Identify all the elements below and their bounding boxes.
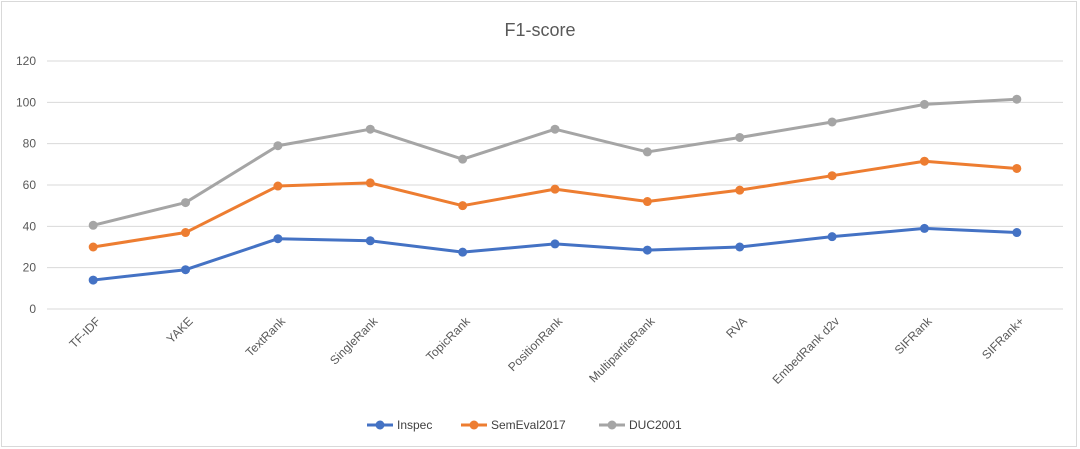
x-axis-ticks: TF-IDF YAKE TextRank SingleRank TopicRank Pos… xyxy=(67,314,1027,387)
legend-item-duc2001: DUC2001 xyxy=(599,418,682,432)
data-point xyxy=(273,141,283,151)
data-point xyxy=(88,275,98,285)
legend-label: SemEval2017 xyxy=(491,418,566,432)
data-point xyxy=(642,245,652,255)
data-point xyxy=(919,156,929,166)
data-point xyxy=(365,178,375,188)
data-point xyxy=(458,154,468,164)
y-tick-label: 40 xyxy=(23,219,37,233)
series-inspec xyxy=(88,223,1022,285)
x-tick-label: RVA xyxy=(723,314,750,341)
data-point xyxy=(735,132,745,142)
y-tick-label: 60 xyxy=(23,178,37,192)
y-tick-label: 100 xyxy=(16,95,36,109)
gridlines xyxy=(47,60,1063,310)
legend-item-inspec: Inspec xyxy=(367,418,432,432)
data-point xyxy=(827,117,837,127)
x-tick-label: TopicRank xyxy=(423,314,473,364)
series-line xyxy=(93,226,1017,282)
legend: Inspec SemEval2017 DUC2001 xyxy=(367,418,682,432)
data-point xyxy=(365,236,375,246)
data-point xyxy=(550,239,560,249)
data-point xyxy=(273,181,283,191)
data-point xyxy=(458,201,468,211)
data-point xyxy=(273,234,283,244)
data-point xyxy=(827,171,837,181)
data-point xyxy=(1012,228,1022,238)
data-point xyxy=(1012,94,1022,104)
data-point xyxy=(827,232,837,242)
x-tick-label: MultipartiteRank xyxy=(586,314,658,386)
x-tick-label: TF-IDF xyxy=(67,314,104,351)
legend-label: DUC2001 xyxy=(629,418,682,432)
x-tick-label: EmbedRank d2v xyxy=(770,314,843,387)
data-point xyxy=(181,228,191,238)
data-point xyxy=(919,223,929,233)
y-tick-label: 20 xyxy=(23,261,37,275)
legend-swatch-marker xyxy=(607,420,617,430)
data-point xyxy=(181,265,191,275)
data-point xyxy=(88,242,98,252)
chart-title: F1-score xyxy=(504,20,575,40)
x-tick-label: TextRank xyxy=(243,314,289,360)
data-point xyxy=(1012,163,1022,173)
y-axis-ticks: 0 20 40 60 80 100 120 xyxy=(16,54,36,316)
data-point xyxy=(735,242,745,252)
data-point xyxy=(642,197,652,207)
data-point xyxy=(458,247,468,257)
legend-swatch-marker xyxy=(469,420,479,430)
x-tick-label: SIFRank xyxy=(892,314,936,358)
legend-swatch-marker xyxy=(375,420,385,430)
data-point xyxy=(919,99,929,109)
y-tick-label: 120 xyxy=(16,54,36,68)
x-tick-label: SingleRank xyxy=(327,314,381,368)
data-point xyxy=(550,124,560,134)
data-point xyxy=(642,147,652,157)
y-tick-label: 80 xyxy=(23,137,37,151)
x-tick-label: SIFRank+ xyxy=(979,314,1027,362)
legend-item-semeval2017: SemEval2017 xyxy=(461,418,566,432)
series-line xyxy=(92,97,1017,227)
x-tick-label: PositionRank xyxy=(505,314,566,375)
series-lines xyxy=(88,94,1022,285)
legend-label: Inspec xyxy=(397,418,432,432)
x-tick-label: YAKE xyxy=(164,314,196,346)
series-duc2001 xyxy=(88,94,1022,230)
data-point xyxy=(550,184,560,194)
data-point xyxy=(365,124,375,134)
data-point xyxy=(735,185,745,195)
y-tick-label: 0 xyxy=(29,302,36,316)
series-semeval2017 xyxy=(88,156,1022,252)
data-point xyxy=(88,220,98,230)
data-point xyxy=(181,198,191,208)
